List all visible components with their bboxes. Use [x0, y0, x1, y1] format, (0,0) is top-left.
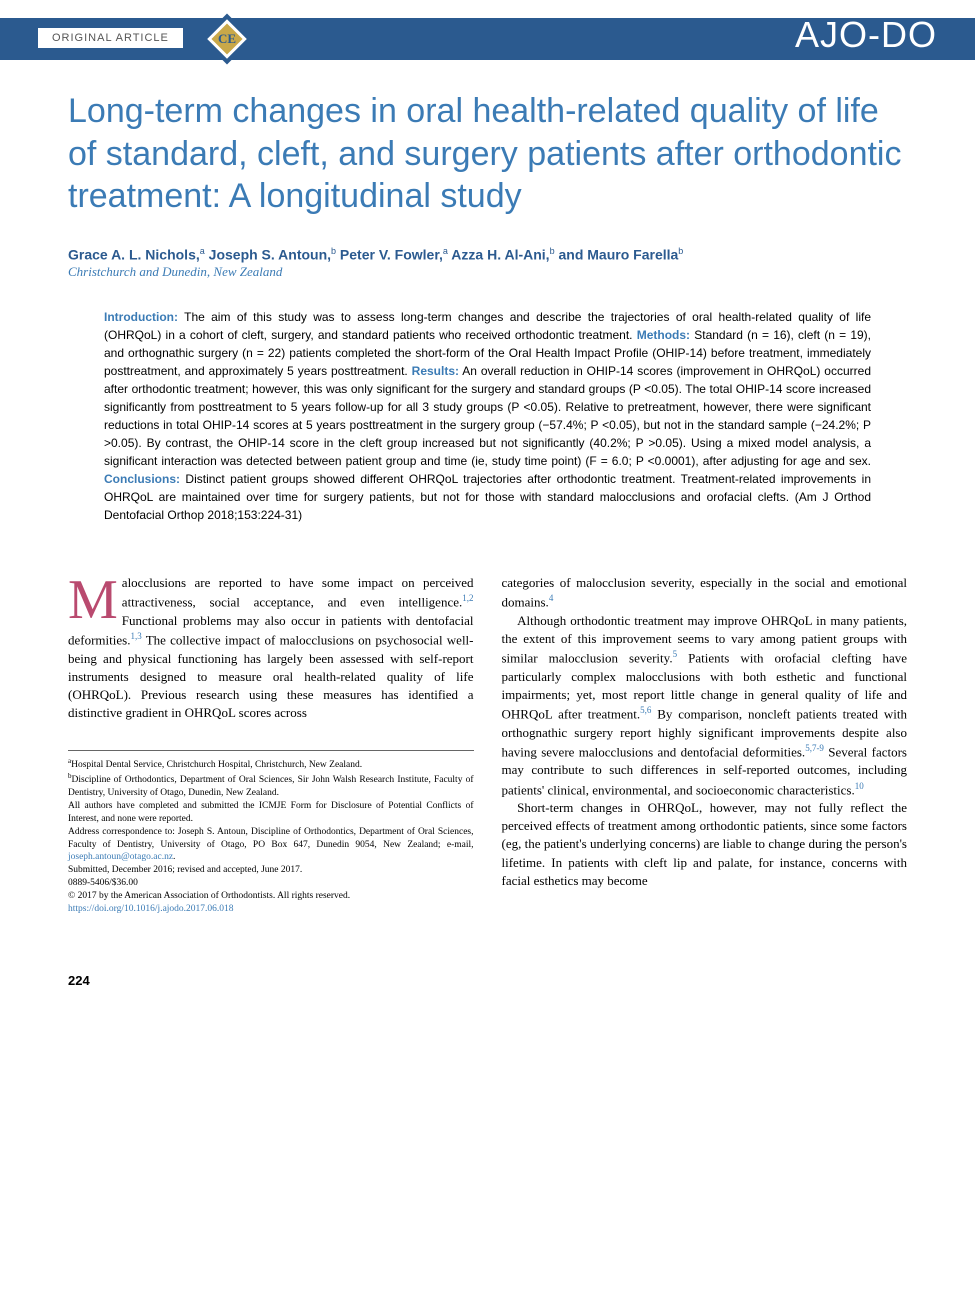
- dropcap: M: [68, 574, 122, 622]
- correspondence-email[interactable]: joseph.antoun@otago.ac.nz: [68, 852, 173, 862]
- citation-ref: 10: [855, 781, 864, 791]
- body-text: Malocclusions are reported to have some …: [68, 574, 907, 915]
- footnote-copyright: © 2017 by the American Association of Or…: [68, 890, 474, 903]
- footnote-a: aHospital Dental Service, Christchurch H…: [68, 757, 474, 772]
- body-paragraph: Although orthodontic treatment may impro…: [502, 612, 908, 799]
- citation-ref: 1,3: [130, 631, 141, 641]
- svg-text:CE: CE: [218, 31, 236, 46]
- article-type-badge: ORIGINAL ARTICLE: [38, 28, 183, 48]
- footnote-dates: Submitted, December 2016; revised and ac…: [68, 864, 474, 877]
- article-title: Long-term changes in oral health-related…: [68, 90, 907, 218]
- body-paragraph: categories of malocclusion severity, esp…: [502, 574, 908, 612]
- abstract-conclusions-text: Distinct patient groups showed different…: [104, 472, 871, 522]
- abstract-methods-label: Methods:: [637, 328, 690, 342]
- affiliation: Christchurch and Dunedin, New Zealand: [68, 264, 907, 280]
- ce-badge-icon: CE: [198, 10, 256, 73]
- citation-ref: 1,2: [462, 593, 473, 603]
- column-left: Malocclusions are reported to have some …: [68, 574, 474, 915]
- abstract-conclusions-label: Conclusions:: [104, 472, 180, 486]
- header-bar: ORIGINAL ARTICLE CE AJO-DO: [0, 18, 975, 60]
- footnote-correspondence: Address correspondence to: Joseph S. Ant…: [68, 826, 474, 864]
- column-right: categories of malocclusion severity, esp…: [502, 574, 908, 915]
- abstract-results-label: Results:: [412, 364, 459, 378]
- abstract: Introduction: The aim of this study was …: [68, 308, 907, 524]
- abstract-results-text: An overall reduction in OHIP-14 scores (…: [104, 364, 871, 468]
- footnote-doi[interactable]: https://doi.org/10.1016/j.ajodo.2017.06.…: [68, 903, 474, 916]
- authors-list: Grace A. L. Nichols,a Joseph S. Antoun,b…: [68, 246, 907, 263]
- citation-ref: 5,6: [640, 705, 651, 715]
- body-paragraph: Short-term changes in OHRQoL, however, m…: [502, 799, 908, 890]
- citation-ref: 4: [549, 593, 554, 603]
- abstract-intro-label: Introduction:: [104, 310, 178, 324]
- citation-ref: 5,7-9: [805, 743, 824, 753]
- journal-logo: AJO-DO: [795, 14, 937, 56]
- footnotes: aHospital Dental Service, Christchurch H…: [68, 750, 474, 915]
- footnote-coi: All authors have completed and submitted…: [68, 800, 474, 826]
- body-paragraph: Malocclusions are reported to have some …: [68, 574, 474, 722]
- footnote-issn: 0889-5406/$36.00: [68, 877, 474, 890]
- page-number: 224: [0, 973, 975, 988]
- footnote-b: bDiscipline of Orthodontics, Department …: [68, 772, 474, 800]
